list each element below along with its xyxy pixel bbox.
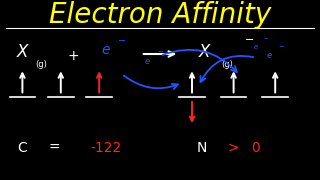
Text: (g): (g) — [36, 60, 48, 69]
Text: X: X — [17, 43, 28, 61]
Text: −: − — [263, 35, 268, 40]
Text: e: e — [145, 57, 150, 66]
Text: (g): (g) — [221, 60, 233, 69]
Text: =: = — [49, 141, 60, 155]
Text: −: − — [245, 35, 254, 45]
Text: C: C — [18, 141, 27, 155]
Text: −: − — [279, 44, 284, 50]
Text: −: − — [117, 36, 126, 46]
Text: +: + — [68, 49, 79, 63]
Text: −: − — [157, 49, 163, 55]
Text: N: N — [196, 141, 207, 155]
Text: Electron Affinity: Electron Affinity — [49, 1, 271, 29]
Text: -122: -122 — [90, 141, 121, 155]
Text: e: e — [266, 51, 271, 60]
Text: X: X — [199, 43, 211, 61]
Text: e: e — [254, 44, 258, 50]
Text: 0: 0 — [252, 141, 260, 155]
Text: e: e — [101, 43, 110, 57]
Text: >: > — [228, 141, 239, 155]
